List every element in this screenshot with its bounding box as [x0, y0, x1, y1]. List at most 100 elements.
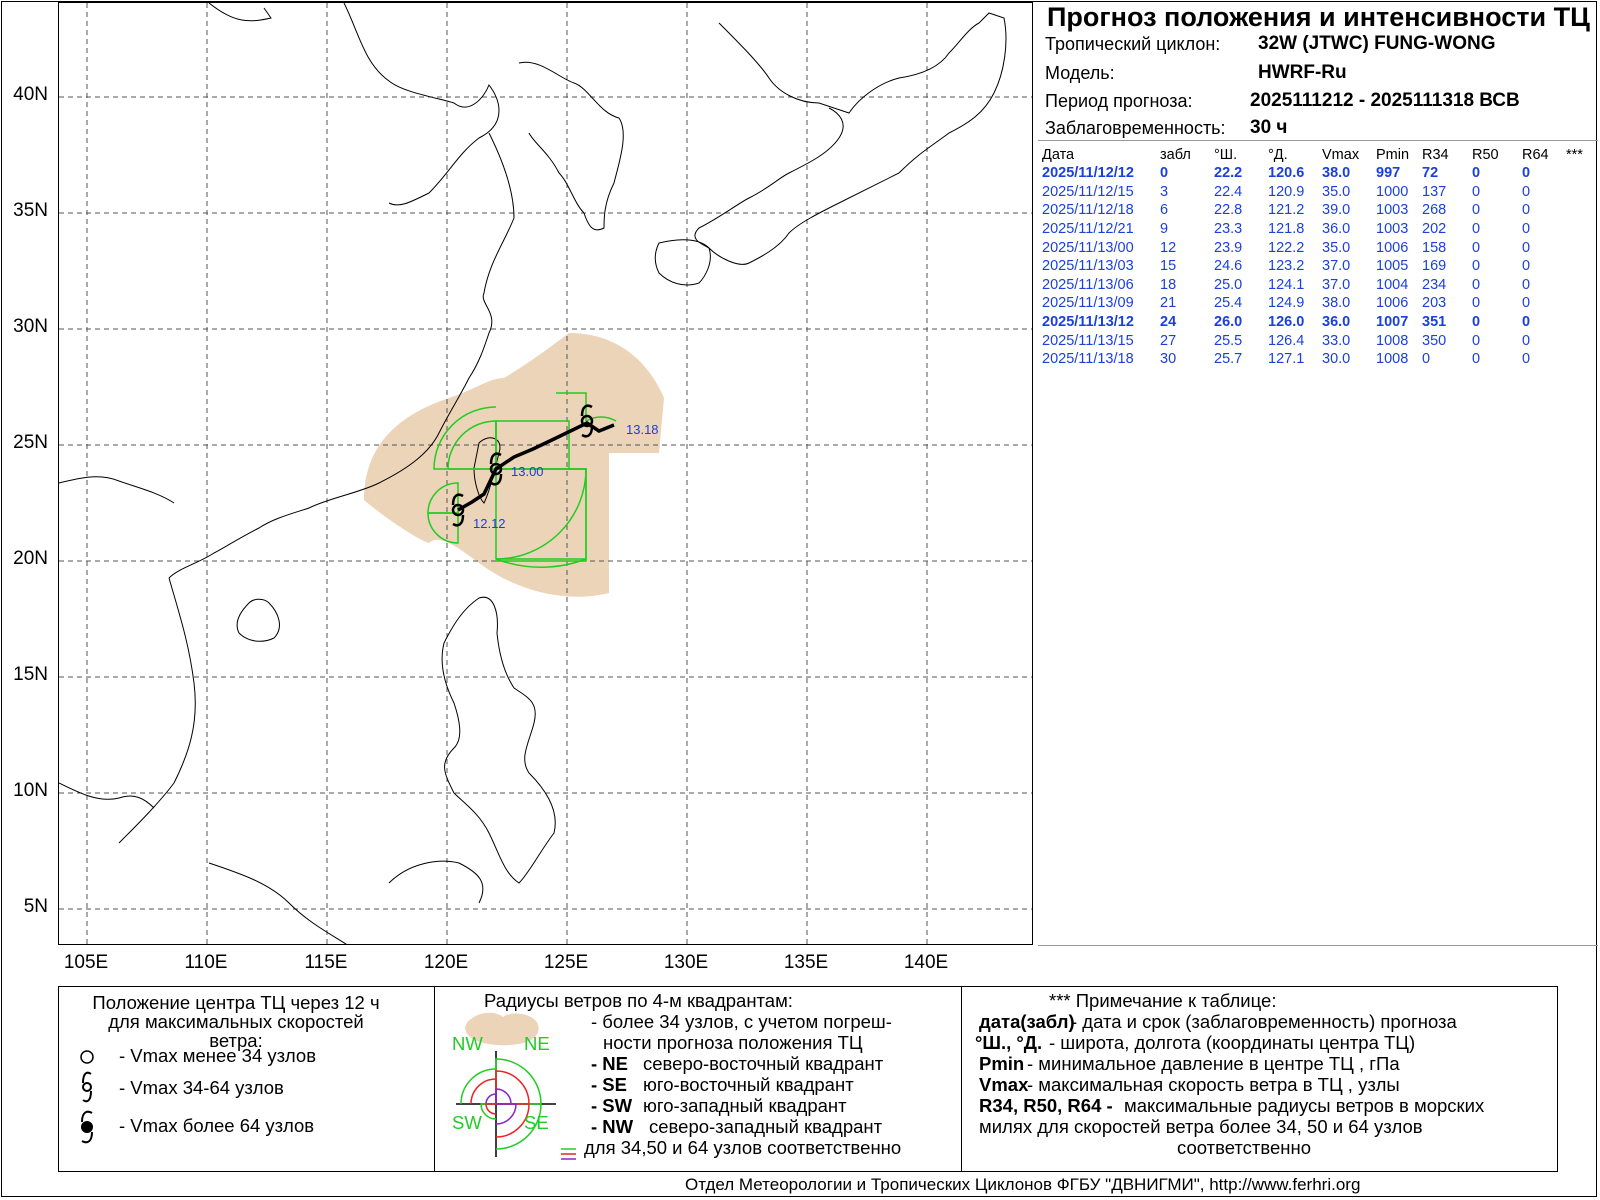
table-cell: 23.9	[1214, 239, 1243, 256]
lon-label: 105E	[63, 952, 109, 973]
grid	[59, 3, 1032, 944]
table-cell: 2025/11/12/15	[1042, 183, 1134, 200]
table-cell: 0	[1472, 202, 1481, 219]
note-coord-code: °Ш., °Д.	[975, 1032, 1043, 1053]
table-cell: 1006	[1376, 295, 1409, 312]
table-row: 2025/11/12/15 3 22.4 120.9 35.0 1000 137 0 0	[1040, 183, 1600, 202]
legend-uncertainty-l1: - более 34 узлов, с учетом погреш-	[591, 1011, 892, 1032]
table-cell: 1008	[1376, 332, 1409, 349]
table-cell: 0	[1472, 183, 1481, 200]
table-cell: 3	[1160, 183, 1169, 200]
table-cell: 0	[1522, 183, 1531, 200]
model-label: Модель:	[1045, 63, 1115, 83]
table-cell: 1008	[1376, 351, 1409, 368]
table-cell: 121.8	[1268, 221, 1305, 238]
table-cell: 22.4	[1214, 183, 1243, 200]
legend-sw-text: юго-западный квадрант	[643, 1095, 847, 1116]
footer-credit: Отдел Метеорологии и Тропических Циклоно…	[685, 1175, 1361, 1194]
lat-label: 30N	[13, 316, 48, 337]
table-row: 2025/11/12/18 6 22.8 121.2 39.0 1003 268 0 0	[1040, 201, 1600, 220]
table-cell: 1003	[1376, 221, 1409, 238]
table-cell: 1006	[1376, 239, 1409, 256]
col-header-date: Дата	[1042, 146, 1075, 163]
table-cell: 23.3	[1214, 221, 1243, 238]
legend-se-code: - SE	[591, 1074, 627, 1095]
lat-label: 20N	[13, 548, 48, 569]
divider	[1038, 140, 1598, 141]
model-value: HWRF-Ru	[1258, 62, 1347, 83]
table-cell: 36.0	[1322, 221, 1351, 238]
forecast-map[interactable]: 12.12 13.00 13.18	[58, 2, 1033, 945]
page-title: Прогноз положения и интенсивности ТЦ	[1047, 2, 1590, 32]
table-cell: 2025/11/13/15	[1042, 332, 1134, 349]
table-cell: 2025/11/13/00	[1042, 239, 1134, 256]
table-cell: 0	[1522, 221, 1531, 238]
table-cell: 2025/11/13/12	[1042, 314, 1134, 331]
track-label-2: 13.00	[511, 464, 544, 479]
legend-nw-text: северо-западный квадрант	[649, 1116, 883, 1137]
table-cell: 0	[1522, 314, 1531, 331]
table-row: 2025/11/13/15 27 25.5 126.4 33.0 1008 350 0 0	[1040, 331, 1600, 350]
quad-label-nw: NW	[452, 1033, 483, 1054]
table-cell: 0	[1472, 165, 1481, 182]
storm-symbol-13-12	[580, 404, 594, 438]
table-cell: 72	[1422, 165, 1439, 182]
legend-vmax-gt64: - Vmax более 64 узлов	[119, 1115, 315, 1136]
table-cell: 9	[1160, 221, 1169, 238]
note-vmax-code: Vmax	[979, 1074, 1029, 1095]
table-cell: 0	[1522, 295, 1531, 312]
track-label-1: 12.12	[473, 516, 506, 531]
uncertainty-area	[364, 333, 664, 597]
col-header-lead: забл	[1160, 146, 1191, 163]
col-header-r64: R64	[1522, 146, 1549, 163]
table-row: 2025/11/13/06 18 25.0 124.1 37.0 1004 234 0 0	[1040, 276, 1600, 295]
lat-label: 35N	[13, 200, 48, 221]
table-cell: 234	[1422, 276, 1447, 293]
table-cell: 2025/11/12/21	[1042, 221, 1134, 238]
legend-col2-title: Радиусы ветров по 4-м квадрантам:	[484, 990, 793, 1011]
col-header-r34: R34	[1422, 146, 1449, 163]
legend-col3-title: *** Примечание к таблице:	[1049, 990, 1277, 1011]
lat-label: 15N	[13, 664, 48, 685]
table-cell: 0	[1472, 258, 1481, 275]
table-cell: 0	[1522, 165, 1531, 182]
table-cell: 1007	[1376, 314, 1409, 331]
table-cell: 2025/11/13/03	[1042, 258, 1134, 275]
table-cell: 0	[1472, 221, 1481, 238]
table-cell: 1005	[1376, 258, 1409, 275]
lon-label: 130E	[663, 952, 709, 973]
table-cell: 126.4	[1268, 332, 1305, 349]
table-row: 2025/11/12/12 0 22.2 120.6 38.0 997 72 0 0	[1040, 164, 1600, 183]
track-label-3: 13.18	[626, 422, 659, 437]
period-label: Период прогноза:	[1045, 91, 1193, 111]
table-cell: 169	[1422, 258, 1447, 275]
map-canvas: 12.12 13.00 13.18	[59, 3, 1032, 944]
table-cell: 120.6	[1268, 165, 1305, 182]
table-cell: 6	[1160, 202, 1169, 219]
lat-label: 10N	[13, 780, 48, 801]
table-cell: 18	[1160, 276, 1177, 293]
table-cell: 126.0	[1268, 314, 1305, 331]
table-cell: 2025/11/12/12	[1042, 165, 1134, 182]
col-header-lon: °Д.	[1268, 146, 1288, 163]
note-coord-text: - широта, долгота (координаты центра ТЦ)	[1049, 1032, 1416, 1053]
table-cell: 1000	[1376, 183, 1409, 200]
lon-label: 135E	[783, 952, 829, 973]
table-cell: 0	[1422, 351, 1431, 368]
uncertainty-swatch	[465, 1012, 539, 1046]
table-cell: 0	[1472, 295, 1481, 312]
table-cell: 120.9	[1268, 183, 1305, 200]
legend-sw-code: - SW	[591, 1095, 633, 1116]
table-cell: 30.0	[1322, 351, 1351, 368]
legend-quadrant-diagram	[456, 1012, 576, 1160]
storm-symbol-13-00	[489, 452, 503, 486]
note-date-code: дата(забл)	[979, 1011, 1075, 1032]
table-cell: 37.0	[1322, 276, 1351, 293]
lat-label: 25N	[13, 432, 48, 453]
table-cell: 2025/11/13/09	[1042, 295, 1134, 312]
note-radii-code: R34, R50, R64 -	[979, 1095, 1113, 1116]
table-cell: 202	[1422, 221, 1447, 238]
table-cell: 0	[1472, 314, 1481, 331]
note-radii-text-2: милях для скоростей ветра более 34, 50 и…	[979, 1116, 1423, 1137]
